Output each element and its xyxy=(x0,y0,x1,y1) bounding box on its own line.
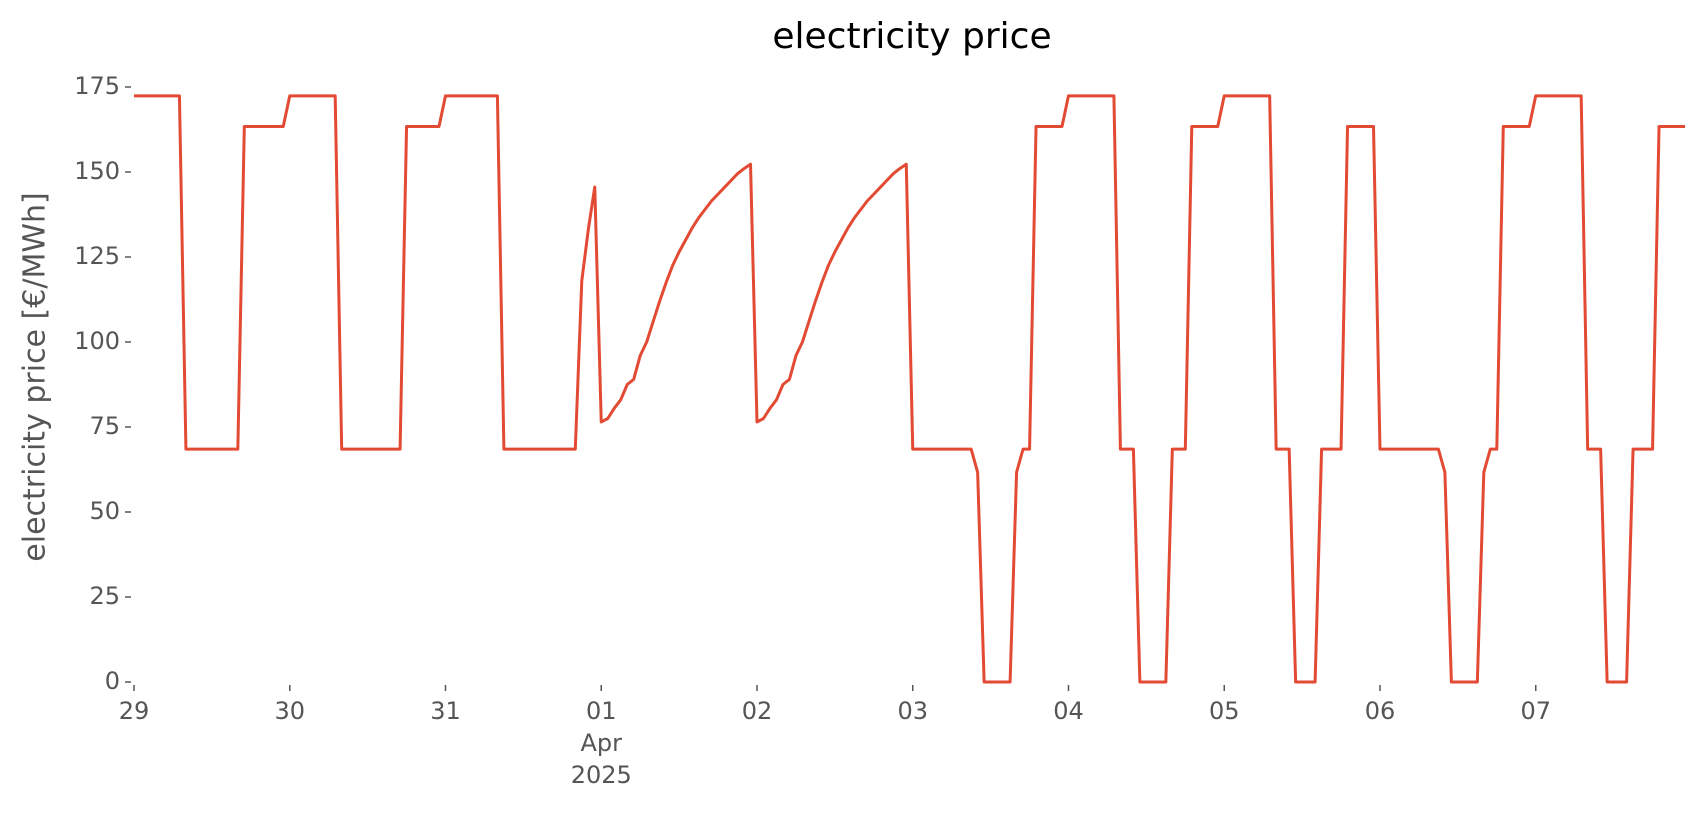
y-tick-label: 25 xyxy=(89,582,120,610)
x-tick-label: 05 xyxy=(1209,697,1240,725)
x-tick-label: 03 xyxy=(897,697,928,725)
x-date-offset: Apr xyxy=(580,729,622,757)
x-tick-label: 31 xyxy=(430,697,461,725)
x-tick-label: 04 xyxy=(1053,697,1084,725)
x-tick-label: 29 xyxy=(119,697,150,725)
y-tick-label: 175 xyxy=(74,72,120,100)
x-tick-label: 30 xyxy=(274,697,305,725)
y-tick-label: 150 xyxy=(74,157,120,185)
y-tick-label: 125 xyxy=(74,242,120,270)
y-tick-label: 75 xyxy=(89,412,120,440)
y-tick-label: 50 xyxy=(89,497,120,525)
x-tick-label: 01 xyxy=(586,697,617,725)
y-tick-label: 100 xyxy=(74,327,120,355)
x-tick-label: 02 xyxy=(742,697,773,725)
price-line xyxy=(134,94,1685,684)
y-axis-label: electricity price [€/MWh] xyxy=(18,192,53,561)
x-tick-label: 07 xyxy=(1520,697,1551,725)
y-tick-label: 0 xyxy=(105,667,120,695)
chart-title: electricity price xyxy=(772,16,1051,57)
x-tick-label: 06 xyxy=(1365,697,1396,725)
x-date-offset: 2025 xyxy=(571,761,632,789)
